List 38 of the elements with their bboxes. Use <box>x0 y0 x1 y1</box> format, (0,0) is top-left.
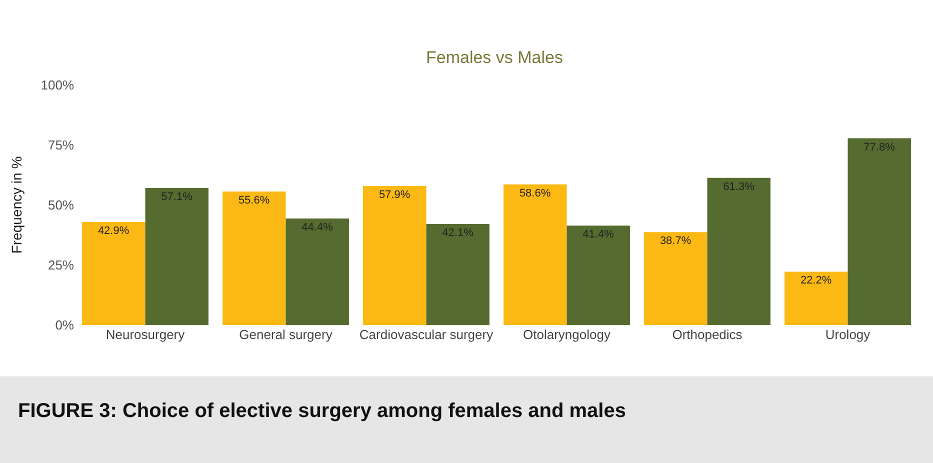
data-label: 41.4% <box>582 228 614 241</box>
chart-title: Females vs Males <box>426 48 563 67</box>
y-tick-label: 100% <box>40 78 74 93</box>
data-label: 57.9% <box>378 189 410 202</box>
x-tick-label: Urology <box>825 327 871 342</box>
x-tick-label: Orthopedics <box>672 327 743 342</box>
y-tick-label: 50% <box>48 198 74 213</box>
bar <box>222 192 286 325</box>
bar <box>145 188 208 325</box>
bar <box>848 138 911 325</box>
x-tick-label: Neurosurgery <box>106 327 186 342</box>
data-label: 42.9% <box>98 225 130 238</box>
bar <box>363 186 426 325</box>
data-label: 22.2% <box>800 274 832 287</box>
data-label: 42.1% <box>442 226 474 239</box>
data-label: 55.6% <box>238 194 270 207</box>
data-label: 77.8% <box>864 141 896 154</box>
bar <box>426 224 490 325</box>
y-axis-title: Frequency in % <box>8 156 24 254</box>
bar <box>707 178 770 325</box>
y-tick-label: 75% <box>48 138 74 153</box>
data-label: 58.6% <box>519 187 551 200</box>
x-tick-label: General surgery <box>239 327 333 342</box>
bar <box>82 222 146 325</box>
y-tick-label: 25% <box>48 258 74 273</box>
bar <box>784 272 848 325</box>
bar <box>504 184 567 325</box>
bar <box>286 218 349 325</box>
x-tick-label: Cardiovascular surgery <box>359 327 494 342</box>
y-tick-label: 0% <box>55 318 74 333</box>
bar <box>644 232 708 325</box>
data-label: 57.1% <box>161 190 193 203</box>
x-tick-label: Otolaryngology <box>523 327 611 342</box>
bar <box>566 226 630 325</box>
data-label: 38.7% <box>660 235 692 248</box>
data-label: 61.3% <box>723 180 755 193</box>
data-label: 44.4% <box>302 221 334 234</box>
caption: FIGURE 3: Choice of elective surgery among females and males <box>18 400 626 422</box>
